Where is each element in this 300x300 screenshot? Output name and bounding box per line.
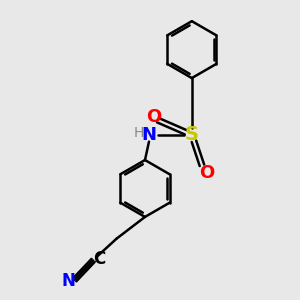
Text: S: S xyxy=(185,125,199,144)
Text: N: N xyxy=(62,272,76,290)
Text: O: O xyxy=(199,164,214,182)
Text: H: H xyxy=(134,126,144,140)
Text: N: N xyxy=(142,126,157,144)
Text: C: C xyxy=(93,250,105,268)
Text: O: O xyxy=(146,107,161,125)
